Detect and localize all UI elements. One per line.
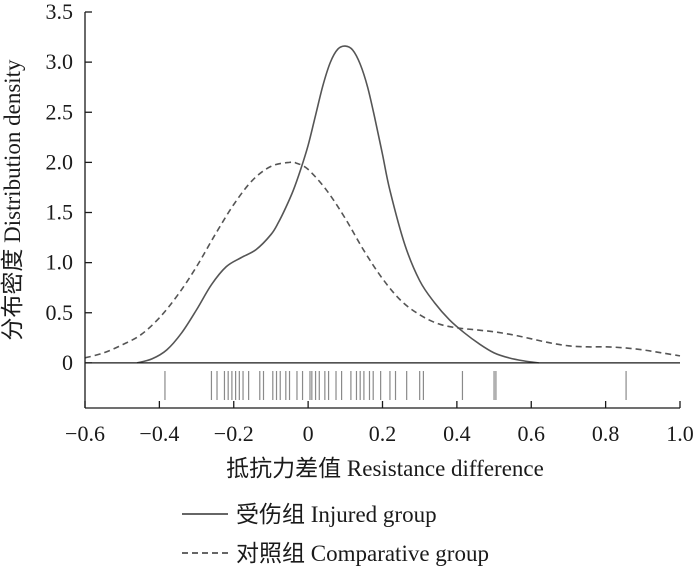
comparative-group-curve [84,161,681,359]
rug-marks [164,371,627,400]
y-tick-label: 3.5 [46,0,74,24]
x-axis-title: 抵抗力差值 Resistance difference [226,456,544,481]
y-tick-label: 0 [62,350,73,375]
x-tick-label: 0.8 [592,421,620,446]
y-tick-label: 2.5 [46,99,74,124]
density-curves [84,45,681,364]
x-tick-label: −0.6 [65,421,105,446]
plot-area: 0 0.5 1.0 1.5 2.0 2.5 3.0 3.5 −0.6 −0.4 −0.2 0 0.2 0… [46,0,694,446]
x-tick-label: −0.4 [139,421,179,446]
y-tick-label: 1.0 [46,250,74,275]
x-tick-label: 0 [303,421,314,446]
y-tick-label: 1.5 [46,200,74,225]
y-axis-ticks: 0 0.5 1.0 1.5 2.0 2.5 3.0 3.5 [46,0,92,375]
x-tick-label: −0.2 [214,421,254,446]
y-tick-label: 2.0 [46,149,74,174]
x-tick-label: 0.2 [369,421,397,446]
x-tick-label: 1.0 [666,421,694,446]
legend: 受伤组 Injured group 对照组 Comparative group [182,502,489,566]
legend-label-comparative: 对照组 Comparative group [236,541,489,566]
y-tick-label: 3.0 [46,49,74,74]
x-tick-label: 0.4 [443,421,471,446]
y-tick-label: 0.5 [46,300,74,325]
legend-label-injured: 受伤组 Injured group [236,502,437,527]
y-axis-title: 分布密度 Distribution density [0,59,25,341]
x-axis-ticks: −0.6 −0.4 −0.2 0 0.2 0.4 0.6 0.8 1.0 [65,401,694,446]
x-tick-label: 0.6 [518,421,546,446]
injured-group-curve [136,45,539,364]
